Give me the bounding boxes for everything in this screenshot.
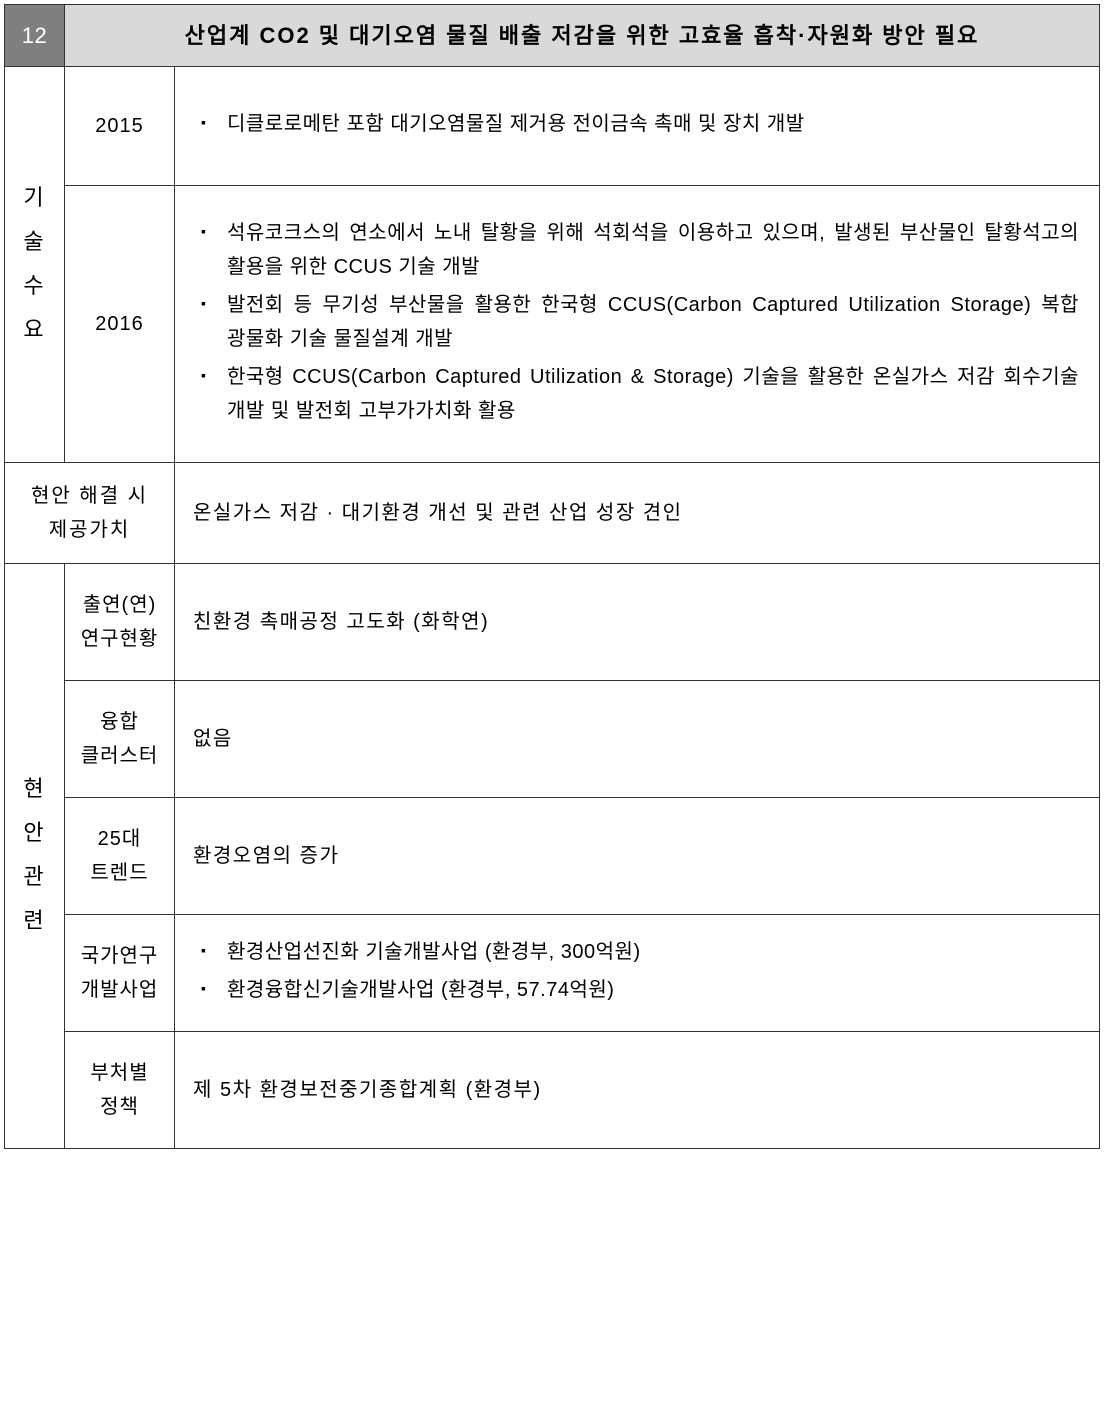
bullet-list-2016: 석유코크스의 연소에서 노내 탈황을 위해 석회석을 이용하고 있으며, 발생된… xyxy=(191,216,1079,428)
related-content-trend: 환경오염의 증가 xyxy=(175,798,1100,915)
related-content-policy: 제 5차 환경보전중기종합계획 (환경부) xyxy=(175,1032,1100,1149)
value-row: 현안 해결 시제공가치 온실가스 저감 · 대기환경 개선 및 관련 산업 성장… xyxy=(5,463,1100,564)
title-cell: 산업계 CO2 및 대기오염 물질 배출 저감을 위한 고효율 흡착·자원화 방… xyxy=(65,5,1100,67)
related-content-cluster: 없음 xyxy=(175,681,1100,798)
value-label-cell: 현안 해결 시제공가치 xyxy=(5,463,175,564)
list-item: 환경산업선진화 기술개발사업 (환경부, 300억원) xyxy=(197,935,1079,969)
tech-demand-row-2016: 2016 석유코크스의 연소에서 노내 탈황을 위해 석회석을 이용하고 있으며… xyxy=(5,186,1100,463)
item-number-cell: 12 xyxy=(5,5,65,67)
document-table: 12 산업계 CO2 및 대기오염 물질 배출 저감을 위한 고효율 흡착·자원… xyxy=(4,4,1100,1149)
related-label-policy: 부처별정책 xyxy=(65,1032,175,1149)
related-row-national: 국가연구개발사업 환경산업선진화 기술개발사업 (환경부, 300억원) 환경융… xyxy=(5,915,1100,1032)
list-item: 석유코크스의 연소에서 노내 탈황을 위해 석회석을 이용하고 있으며, 발생된… xyxy=(197,216,1079,284)
related-row-trend: 25대트렌드 환경오염의 증가 xyxy=(5,798,1100,915)
related-label-national: 국가연구개발사업 xyxy=(65,915,175,1032)
related-label-research: 출연(연)연구현황 xyxy=(65,564,175,681)
related-text-research: 친환경 촉매공정 고도화 (화학연) xyxy=(189,611,489,633)
value-text: 온실가스 저감 · 대기환경 개선 및 관련 산업 성장 견인 xyxy=(189,502,683,524)
bullet-list-2015: 디클로로메탄 포함 대기오염물질 제거용 전이금속 촉매 및 장치 개발 xyxy=(191,107,1079,141)
list-item: 한국형 CCUS(Carbon Captured Utilization & S… xyxy=(197,360,1079,428)
related-text-cluster: 없음 xyxy=(189,728,233,750)
related-label-trend: 25대트렌드 xyxy=(65,798,175,915)
document-title: 산업계 CO2 및 대기오염 물질 배출 저감을 위한 고효율 흡착·자원화 방… xyxy=(185,23,980,48)
bullet-list-national: 환경산업선진화 기술개발사업 (환경부, 300억원) 환경융합신기술개발사업 … xyxy=(191,935,1079,1007)
content-2015: 디클로로메탄 포함 대기오염물질 제거용 전이금속 촉매 및 장치 개발 xyxy=(175,67,1100,186)
related-sidebar: 현안관련 xyxy=(5,564,65,1149)
list-item: 디클로로메탄 포함 대기오염물질 제거용 전이금속 촉매 및 장치 개발 xyxy=(197,107,1079,141)
related-row-policy: 부처별정책 제 5차 환경보전중기종합계획 (환경부) xyxy=(5,1032,1100,1149)
related-text-policy: 제 5차 환경보전중기종합계획 (환경부) xyxy=(189,1079,542,1101)
item-number: 12 xyxy=(22,23,47,48)
related-content-national: 환경산업선진화 기술개발사업 (환경부, 300억원) 환경융합신기술개발사업 … xyxy=(175,915,1100,1032)
related-row-research: 현안관련 출연(연)연구현황 친환경 촉매공정 고도화 (화학연) xyxy=(5,564,1100,681)
list-item: 환경융합신기술개발사업 (환경부, 57.74억원) xyxy=(197,973,1079,1007)
value-label: 현안 해결 시제공가치 xyxy=(31,485,148,541)
related-row-cluster: 융합클러스터 없음 xyxy=(5,681,1100,798)
year-label-2015: 2015 xyxy=(65,67,175,186)
related-sidebar-label: 현안관련 xyxy=(23,767,45,943)
content-2016: 석유코크스의 연소에서 노내 탈황을 위해 석회석을 이용하고 있으며, 발생된… xyxy=(175,186,1100,463)
related-content-research: 친환경 촉매공정 고도화 (화학연) xyxy=(175,564,1100,681)
header-row: 12 산업계 CO2 및 대기오염 물질 배출 저감을 위한 고효율 흡착·자원… xyxy=(5,5,1100,67)
list-item: 발전회 등 무기성 부산물을 활용한 한국형 CCUS(Carbon Captu… xyxy=(197,288,1079,356)
year-label-2016: 2016 xyxy=(65,186,175,463)
related-text-trend: 환경오염의 증가 xyxy=(189,845,339,867)
tech-demand-row-2015: 기술수요 2015 디클로로메탄 포함 대기오염물질 제거용 전이금속 촉매 및… xyxy=(5,67,1100,186)
value-content: 온실가스 저감 · 대기환경 개선 및 관련 산업 성장 견인 xyxy=(175,463,1100,564)
related-label-cluster: 융합클러스터 xyxy=(65,681,175,798)
tech-demand-sidebar-label: 기술수요 xyxy=(23,176,45,352)
tech-demand-sidebar: 기술수요 xyxy=(5,67,65,463)
